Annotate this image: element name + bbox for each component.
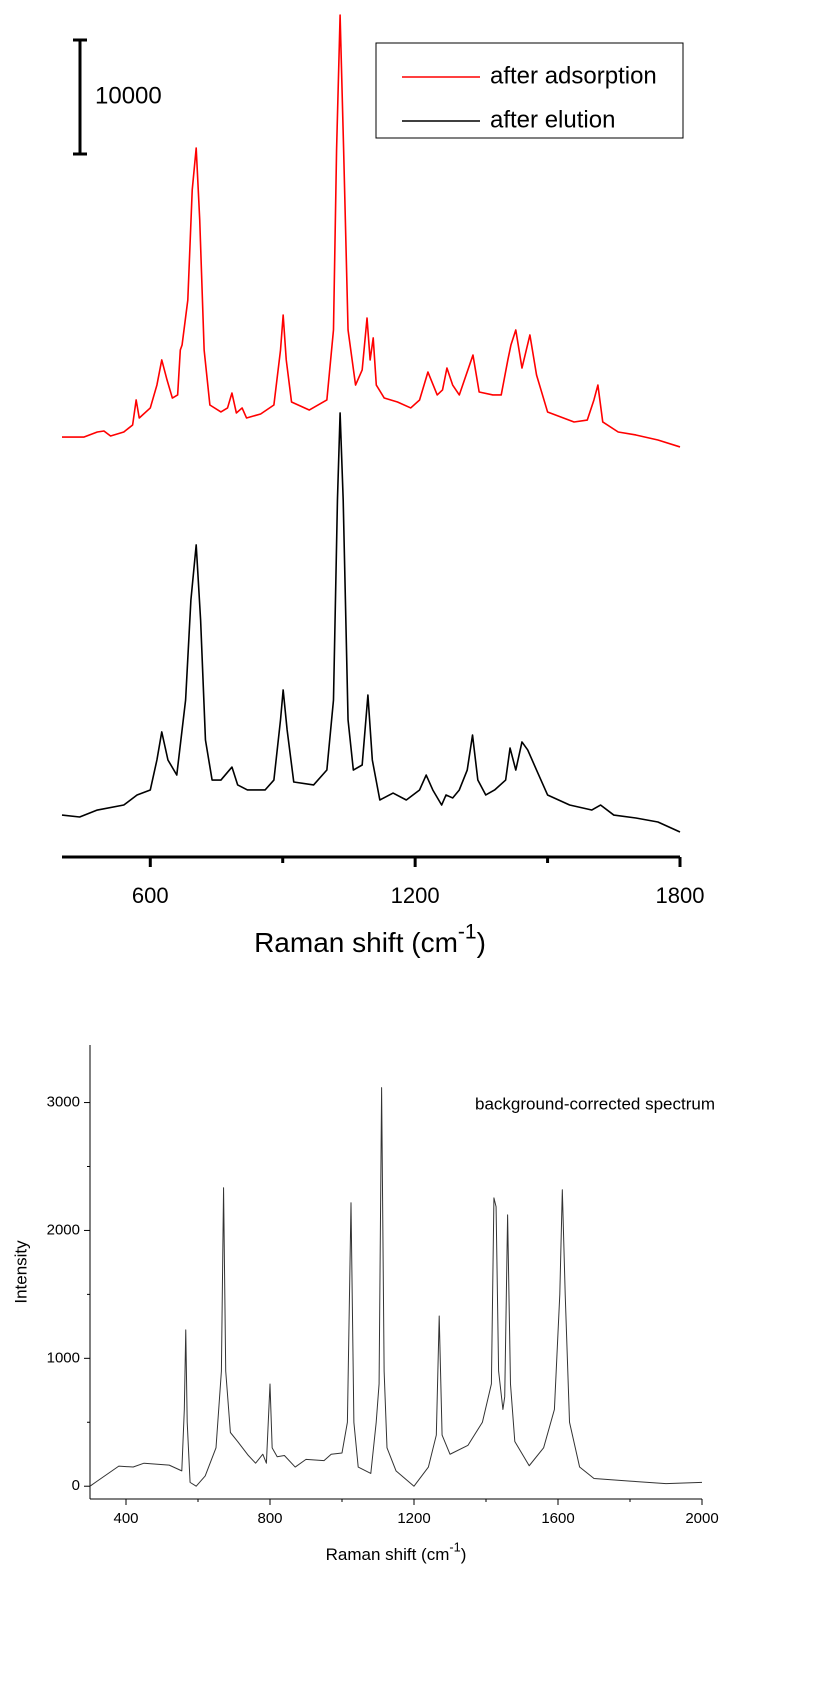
legend-box [375, 42, 684, 139]
legend-label: after adsorption [490, 62, 657, 89]
annotation: background-corrected spectrum [475, 1094, 715, 1113]
spectrum-line [89, 1087, 703, 1487]
y-tick-label: 3000 [47, 1094, 80, 1111]
x-axis-label-sup: -1 [449, 1540, 460, 1555]
x-axis-label-text: Raman shift (cm [254, 927, 458, 958]
spectrum-line [61, 412, 681, 833]
chart: 600 1200 1800 Raman shift (cm-1) 10000 after … [61, 14, 705, 958]
x-axis-label-text: ) [477, 927, 486, 958]
spectrum-line [62, 14, 681, 448]
y-tick-label: 0 [72, 1477, 80, 1494]
x-tick-label: 1600 [541, 1510, 574, 1527]
x-tick-label: 1200 [391, 883, 440, 908]
scale-bar-label: 10000 [95, 82, 162, 109]
x-axis-label-sup: -1 [458, 920, 477, 943]
y-axis-label: Intensity [11, 1240, 30, 1304]
x-tick-label: 400 [113, 1510, 138, 1527]
x-tick-label: 1800 [656, 883, 705, 908]
x-tick-label: 2000 [685, 1510, 718, 1527]
chart: 400 800 1200 1600 2000 0 1000 2000 3000 Raman shi… [11, 1045, 719, 1565]
x-tick-label: 600 [132, 883, 169, 908]
y-tick-label: 1000 [47, 1349, 80, 1366]
y-tick-label: 2000 [47, 1221, 80, 1238]
x-axis-label: Raman shift (cm-1) [326, 1540, 467, 1565]
legend-label: after elution [490, 106, 615, 133]
x-axis-label: Raman shift (cm-1) [254, 920, 486, 958]
x-axis-label-text: Raman shift (cm [326, 1545, 450, 1564]
x-axis-label-text: ) [461, 1545, 467, 1564]
x-tick-label: 1200 [397, 1510, 430, 1527]
x-tick-label: 800 [257, 1510, 282, 1527]
